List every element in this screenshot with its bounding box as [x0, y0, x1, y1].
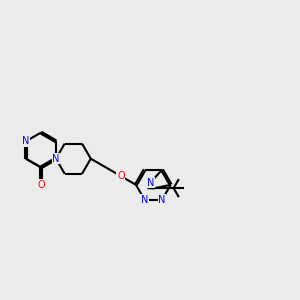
Text: N: N: [52, 154, 60, 164]
Text: O: O: [117, 171, 125, 181]
Text: N: N: [147, 178, 154, 188]
Text: N: N: [141, 195, 148, 205]
Text: N: N: [22, 136, 29, 146]
Text: O: O: [37, 180, 45, 190]
Text: N: N: [158, 195, 166, 205]
Text: N: N: [52, 154, 60, 164]
